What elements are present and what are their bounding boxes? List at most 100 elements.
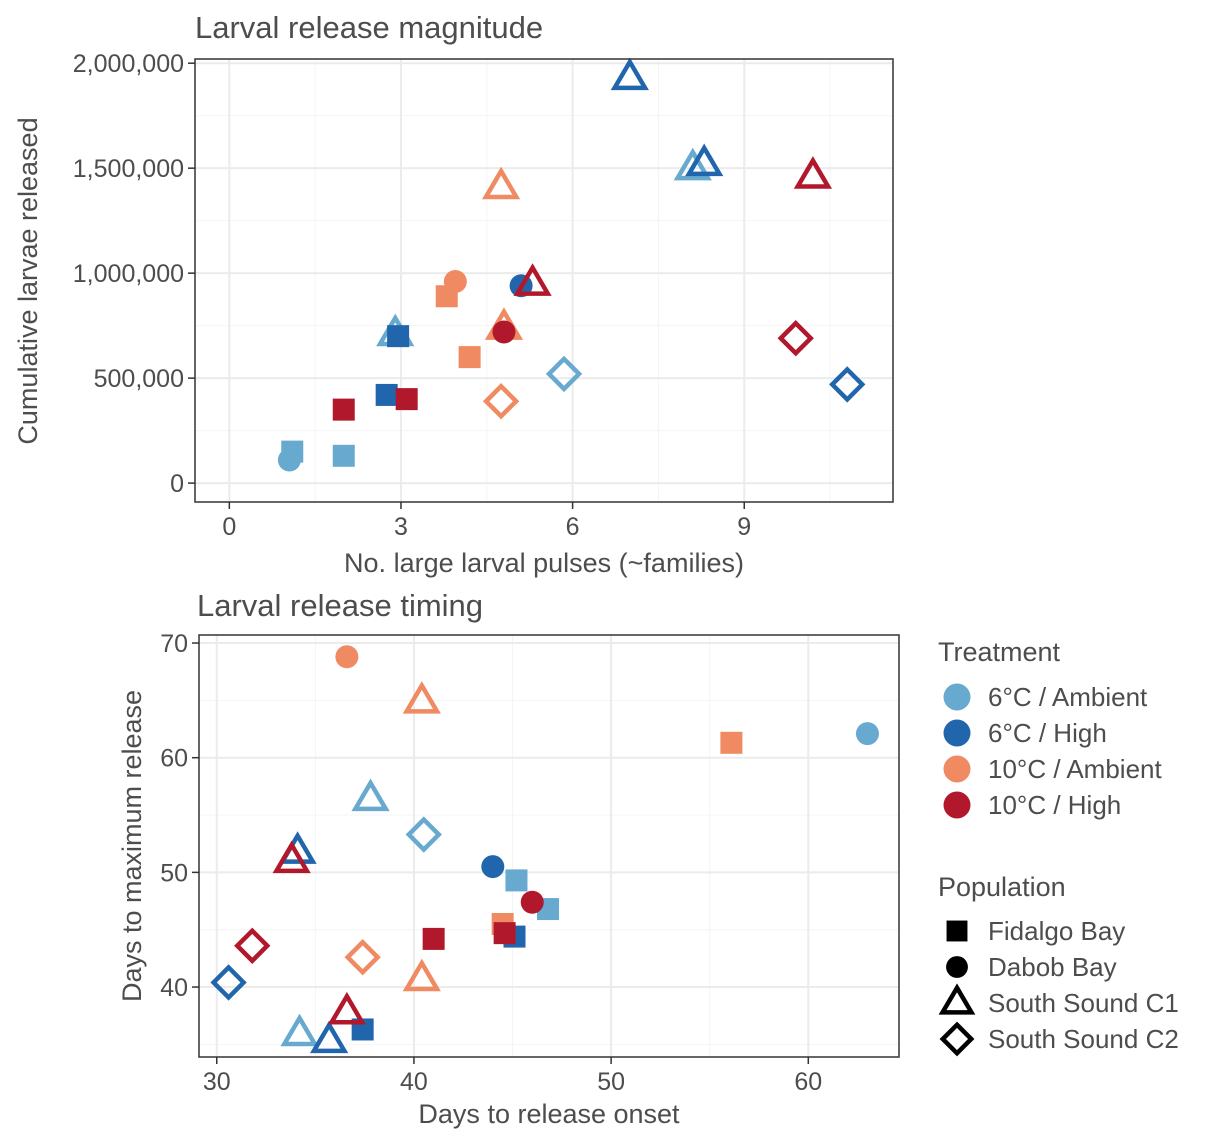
y-tick-label: 1,500,000: [73, 155, 184, 183]
x-tick-label: 50: [597, 1068, 625, 1096]
data-point-square: [720, 731, 743, 754]
data-point-diamond: [405, 816, 442, 853]
data-point-triangle: [272, 840, 311, 874]
population-legend-title: Population: [938, 872, 1066, 902]
y-tick-label: 70: [160, 630, 188, 658]
data-point-diamond: [545, 355, 583, 393]
data-point-triangle: [327, 991, 367, 1025]
y-tick-label: 50: [160, 859, 188, 887]
data-point-triangle: [685, 143, 724, 177]
data-point-square: [505, 869, 528, 892]
legend-label: 10°C / Ambient: [988, 754, 1162, 784]
data-point-square: [375, 383, 398, 406]
data-points: [210, 645, 879, 1054]
plot-frame: [198, 634, 900, 1058]
data-point-triangle: [351, 778, 390, 812]
x-tick-label: 6: [566, 513, 580, 541]
data-point-diamond: [210, 964, 247, 1001]
x-tick-label: 0: [222, 513, 236, 541]
data-point-circle: [335, 645, 359, 669]
legend-label: 10°C / High: [988, 790, 1121, 820]
legend-label: South Sound C2: [988, 1024, 1179, 1054]
y-axis-label: Days to maximum release: [117, 690, 147, 1002]
x-tick-label: 30: [203, 1068, 231, 1096]
y-axis-label: Cumulative larvae released: [13, 117, 43, 444]
y-tick-label: 60: [160, 745, 188, 773]
y-tick-label: 500,000: [94, 365, 184, 393]
axis-ticks: 30 40 50 60 40 50 60 70: [160, 630, 822, 1096]
panel-title: Larval release timing: [197, 588, 483, 623]
plot-frame: [194, 58, 894, 503]
legend-label: Dabob Bay: [988, 952, 1117, 982]
data-point-triangle: [481, 166, 521, 200]
data-point-square: [493, 922, 516, 945]
legend-label: 6°C / Ambient: [988, 682, 1148, 712]
legend-item-population: Dabob Bay: [946, 952, 1117, 982]
data-point-triangle: [673, 147, 712, 181]
gridlines: [195, 59, 893, 502]
legend-item-population: South Sound C2: [939, 1021, 1179, 1057]
legend-label: South Sound C1: [988, 988, 1179, 1018]
treatment-legend-title: Treatment: [938, 637, 1061, 667]
y-tick-label: 2,000,000: [73, 50, 184, 78]
x-tick-label: 9: [737, 513, 751, 541]
legend-item-treatment: 10°C / High: [943, 790, 1121, 820]
legend-item-treatment: 6°C / High: [943, 718, 1107, 748]
data-point-circle: [277, 448, 301, 472]
legend-label: Fidalgo Bay: [988, 916, 1125, 946]
data-point-triangle: [513, 263, 552, 296]
x-axis-label: Days to release onset: [418, 1099, 680, 1129]
legend-item-population: Fidalgo Bay: [946, 916, 1125, 946]
data-point-diamond: [344, 939, 381, 976]
legend-swatch: [943, 719, 971, 747]
data-point-triangle: [280, 1013, 319, 1047]
data-point-square: [387, 325, 410, 348]
y-tick-label: 0: [170, 470, 184, 498]
data-point-triangle: [402, 958, 441, 992]
data-point-triangle: [402, 681, 441, 714]
data-point-circle: [481, 855, 505, 879]
treatment-legend-items: 6°C / Ambient 6°C / High 10°C / Ambient 10°…: [943, 682, 1162, 820]
legend-item-treatment: 6°C / Ambient: [943, 682, 1148, 712]
legend-item-treatment: 10°C / Ambient: [943, 754, 1162, 784]
x-tick-label: 40: [400, 1068, 428, 1096]
data-point-square: [458, 346, 481, 369]
magnitude-panel: Larval release magnitude 0 3 6 9 0 500,000 1,0…: [13, 10, 894, 578]
data-point-circle: [855, 722, 879, 746]
data-point-diamond: [777, 320, 814, 357]
population-legend-items: Fidalgo Bay Dabob Bay South Sound C1 South …: [938, 916, 1179, 1057]
axis-ticks: 0 3 6 9 0 500,000 1,000,000 1,500,000 2,000,000: [73, 50, 751, 541]
legend-item-population: South Sound C1: [938, 983, 1179, 1018]
legend-symbol: [946, 956, 968, 978]
data-point-square: [332, 398, 355, 421]
data-point-square: [395, 388, 418, 411]
legend-symbol: [938, 983, 976, 1015]
panel-title: Larval release magnitude: [195, 10, 543, 45]
legend-swatch: [943, 791, 971, 819]
data-point-circle: [443, 270, 467, 294]
legend: Treatment 6°C / Ambient 6°C / High 10°C / …: [938, 637, 1179, 1057]
y-tick-label: 40: [160, 974, 188, 1002]
data-point-triangle: [610, 57, 649, 91]
x-tick-label: 3: [394, 513, 408, 541]
legend-swatch: [943, 683, 971, 711]
data-point-triangle: [310, 1020, 349, 1054]
x-axis-label: No. large larval pulses (~families): [344, 548, 744, 578]
gridlines: [199, 635, 899, 1057]
legend-label: 6°C / High: [988, 718, 1107, 748]
timing-panel: Larval release timing 30 40 50 60 40 50 60 70 D…: [117, 588, 900, 1129]
data-points: [277, 57, 866, 472]
data-point-square: [332, 444, 355, 467]
data-point-diamond: [234, 927, 271, 964]
y-tick-label: 1,000,000: [73, 260, 184, 288]
legend-symbol: [946, 920, 968, 942]
legend-symbol: [939, 1021, 975, 1057]
data-point-diamond: [829, 366, 866, 403]
data-point-circle: [492, 320, 516, 344]
legend-swatch: [943, 755, 971, 783]
data-point-diamond: [482, 383, 520, 420]
data-point-circle: [520, 890, 544, 914]
x-tick-label: 60: [794, 1068, 822, 1096]
data-point-square: [422, 927, 445, 950]
